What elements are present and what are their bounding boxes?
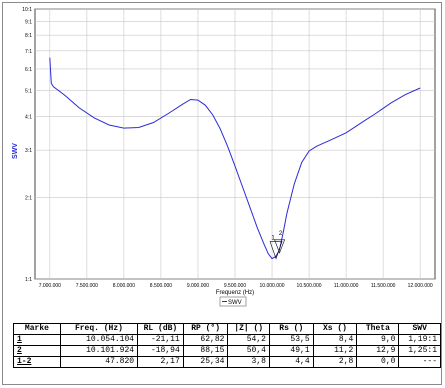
table-row: 1-2 47.820 2,17 25,34 3,8 4,4 2,8 0,0 --… [13,356,441,368]
x-tick-label: 12.000.000 [408,283,433,289]
cell-rp: 62,82 [182,334,229,346]
header-xs: Xs () [312,323,358,335]
y-tick-label: 7:1 [25,49,32,55]
cell-rp: 25,34 [182,356,229,368]
cell-xs: 11,2 [312,345,358,357]
y-tick-labels: 1:1 2:1 3:1 4:1 5:1 6:1 7:1 8:1 9:1 10:1 [22,7,32,283]
y-tick-label: 10:1 [22,7,32,13]
marker-label-2: 2 [279,231,283,237]
table-row: 2 10.101.924 -18,94 88,15 50,4 49,1 11,2… [13,345,441,357]
cell-rl: 2,17 [137,356,184,368]
cell-z: 3,8 [227,356,270,368]
table-row: 1 10.054.104 -21,11 62,82 54,2 53,5 8,4 … [13,334,441,346]
x-tick-label: 9.500.000 [224,283,246,289]
header-swv: SWV [398,323,441,335]
x-tick-labels: 7.000.000 7.500.000 8.000.000 8.500.000 9.00… [39,283,433,289]
header-theta: Theta [356,323,400,335]
cell-freq: 10.054.104 [59,334,139,346]
x-tick-label: 7.500.000 [76,283,98,289]
x-tick-label: 9.000.000 [187,283,209,289]
y-tick-label: 6:1 [25,67,32,73]
table-header-row: Marke Freq. (Hz) RL (dB) RP (°) |Z| () R… [13,323,441,335]
y-tick-label: 2:1 [25,196,32,202]
legend: SWV [219,296,247,307]
cell-swv: 1,19:1 [398,334,441,346]
header-rs: Rs () [268,323,314,335]
cell-rl: -21,11 [137,334,184,346]
x-tick-label: 10.500.000 [297,283,322,289]
y-tick-label: 8:1 [25,33,32,39]
y-axis-label: SWV [12,143,19,159]
x-tick-label: 7.000.000 [39,283,61,289]
marker-table: Marke Freq. (Hz) RL (dB) RP (°) |Z| () R… [13,323,441,368]
chart-window: 1:1 2:1 3:1 4:1 5:1 6:1 7:1 8:1 9:1 10:1 7.000.00… [2,2,442,385]
cell-rs: 49,1 [268,345,314,357]
cell-rs: 4,4 [268,356,314,368]
cell-theta: 12,9 [356,345,400,357]
cell-swv: --- [398,356,441,368]
cell-marke: 2 [13,345,61,357]
y-tick-label: 9:1 [25,19,32,25]
y-tick-label: 5:1 [25,88,32,94]
cell-xs: 2,8 [312,356,358,368]
y-tick-label: 1:1 [25,277,32,283]
grid [35,8,435,280]
header-rp: RP (°) [182,323,229,335]
cell-theta: 9,0 [356,334,400,346]
markers: 12 [269,231,286,260]
marker-triangle-2 [274,239,286,254]
cell-rp: 88,15 [182,345,229,357]
header-z: |Z| () [227,323,270,335]
cell-xs: 8,4 [312,334,358,346]
legend-label: SWV [228,300,242,306]
marker-triangle-1 [269,241,283,260]
y-tick-label: 3:1 [25,148,32,154]
header-freq: Freq. (Hz) [59,323,139,335]
header-rl: RL (dB) [137,323,184,335]
cell-freq: 10.101.924 [59,345,139,357]
cell-z: 50,4 [227,345,270,357]
header-marke: Marke [13,323,61,335]
x-tick-label: 8.000.000 [113,283,135,289]
x-axis-label: Frequenz (Hz) [216,290,254,296]
marker-label-1: 1 [271,236,275,242]
y-tick-label: 4:1 [25,114,32,120]
swr-chart: 1:1 2:1 3:1 4:1 5:1 6:1 7:1 8:1 9:1 10:1 7.000.00… [12,7,436,307]
cell-swv: 1,25:1 [398,345,441,357]
x-tick-label: 11.000.000 [334,283,359,289]
cell-rl: -18,94 [137,345,184,357]
legend-box [219,296,247,307]
cell-z: 54,2 [227,334,270,346]
cell-theta: 0,0 [356,356,400,368]
x-tick-label: 11.500.000 [371,283,396,289]
series-line-swv [49,57,421,260]
cell-marke: 1-2 [13,356,61,368]
cell-freq: 47.820 [59,356,139,368]
cell-rs: 53,5 [268,334,314,346]
x-tick-label: 8.500.000 [150,283,172,289]
x-tick-label: 10.000.000 [260,283,285,289]
cell-marke: 1 [13,334,61,346]
